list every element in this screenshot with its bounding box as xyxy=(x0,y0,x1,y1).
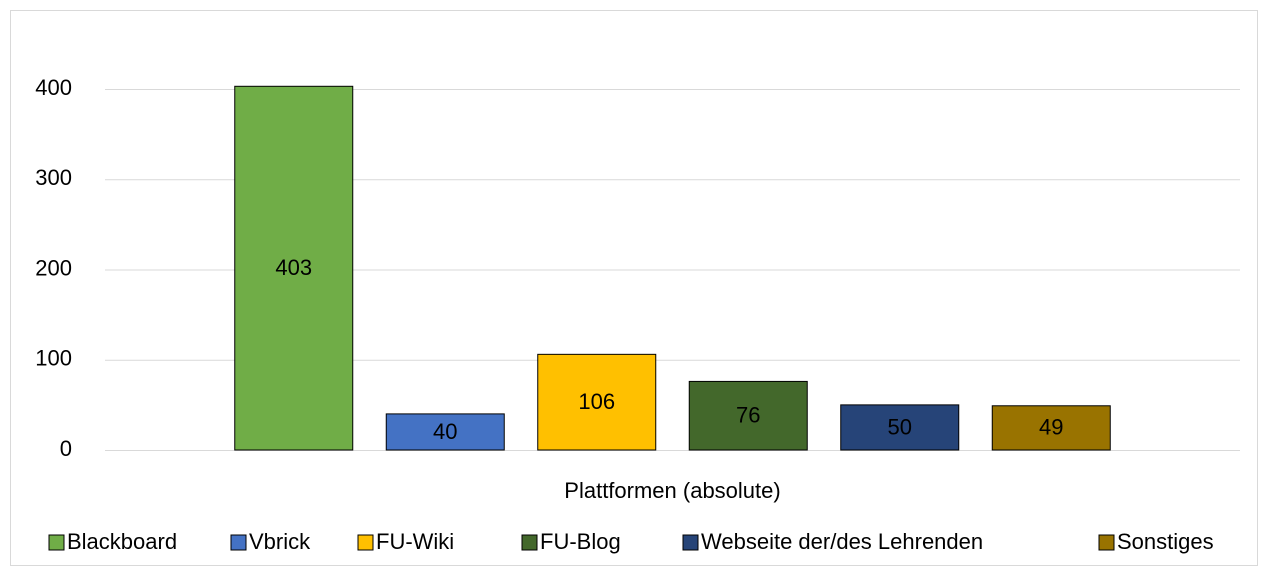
legend-label: FU-Wiki xyxy=(376,529,454,554)
legend-label: Blackboard xyxy=(67,529,177,554)
legend-swatch xyxy=(48,534,65,551)
legend-swatch xyxy=(682,534,699,551)
y-tick-label: 100 xyxy=(35,346,72,371)
legend-swatch xyxy=(1098,534,1115,551)
legend-label: Webseite der/des Lehrenden xyxy=(701,529,983,554)
y-tick-label: 300 xyxy=(35,165,72,190)
chart-frame xyxy=(10,10,1258,566)
legend-swatch xyxy=(357,534,374,551)
y-tick-label: 200 xyxy=(35,255,72,280)
bar xyxy=(688,380,808,451)
legend-swatch xyxy=(230,534,247,551)
legend-label: Vbrick xyxy=(249,529,311,554)
x-axis-label: Plattformen (absolute) xyxy=(564,478,780,503)
y-tick-label: 400 xyxy=(35,75,72,100)
data-label: 50 xyxy=(888,414,912,439)
legend-label: Sonstiges xyxy=(1117,529,1214,554)
bar xyxy=(840,404,960,451)
data-label: 106 xyxy=(578,389,615,414)
data-label: 40 xyxy=(433,419,457,444)
y-tick-label: 0 xyxy=(60,436,72,461)
data-label: 76 xyxy=(736,403,760,428)
bar xyxy=(991,405,1111,451)
bar xyxy=(537,353,657,451)
bar xyxy=(385,413,505,451)
data-label: 403 xyxy=(275,255,312,280)
data-label: 49 xyxy=(1039,415,1063,440)
legend-swatch xyxy=(521,534,538,551)
bar xyxy=(234,85,354,451)
legend-label: FU-Blog xyxy=(540,529,621,554)
